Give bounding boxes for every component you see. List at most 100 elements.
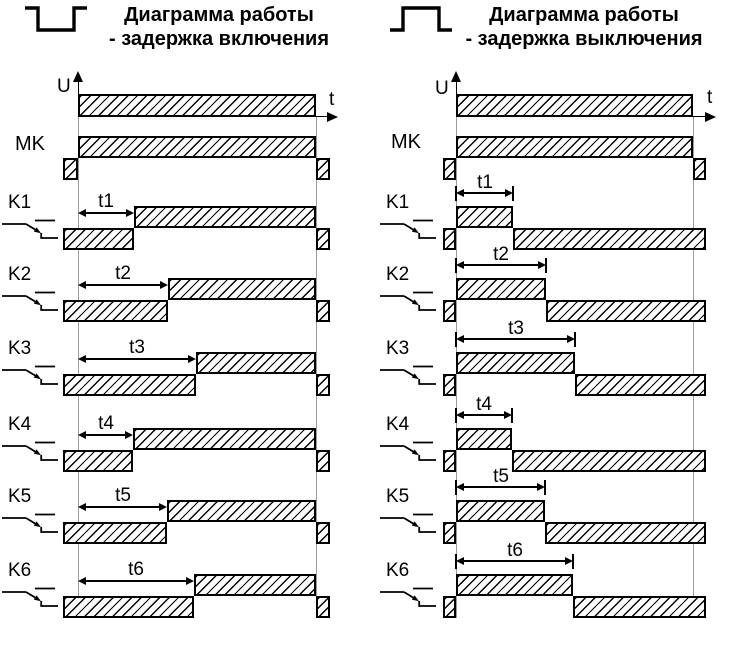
- arrowhead-left-icon: [78, 281, 86, 289]
- on-delay-k1-t-label: t1: [98, 191, 114, 212]
- arrowhead-left-icon: [456, 557, 464, 565]
- panel-subtitle-on-delay: - задержка включения: [108, 28, 329, 50]
- off-delay-k5-t-label: t5: [493, 466, 509, 487]
- on-delay-k2-low-tail-bar: [316, 300, 330, 322]
- pulse-up-icon: [390, 6, 452, 32]
- off-delay-k1-t-label: t1: [477, 172, 493, 193]
- arrowhead-right-icon: [504, 411, 512, 419]
- on-delay-k5-t-label: t5: [115, 485, 131, 506]
- off-delay-k1-relay-contact-icon: [380, 218, 436, 240]
- changeover-contact-icon: [380, 365, 436, 385]
- changeover-contact-icon: [380, 219, 436, 239]
- off-delay-k3-relay-contact-icon: [380, 364, 436, 386]
- changeover-contact-icon: [2, 219, 58, 239]
- off-delay-k1-low-lead-bar: [443, 228, 456, 250]
- changeover-contact-icon: [380, 441, 436, 461]
- on-delay-k3-delay-arrow: [78, 355, 196, 363]
- off-delay-mk-high-bar: [456, 136, 693, 158]
- on-delay-k4-high-bar: [133, 428, 316, 450]
- on-delay-k5-relay-contact-icon: [2, 512, 58, 534]
- off-delay-k2-delay-arrow: [455, 257, 547, 273]
- on-delay-k4-relay-contact-icon: [2, 440, 58, 462]
- off-delay-k1-delay-arrow: [455, 185, 514, 201]
- dimension-line: [85, 358, 189, 360]
- off-delay-k4-low-bar: [512, 450, 706, 472]
- off-delay-k4-low-lead-bar: [443, 450, 456, 472]
- arrowhead-left-icon: [456, 335, 464, 343]
- on-delay-k1-label: K1: [8, 192, 32, 213]
- notch-down-pulse-icon: [25, 6, 87, 32]
- arrowhead-right-icon: [188, 355, 196, 363]
- arrowhead-left-icon: [78, 209, 86, 217]
- off-delay-k2-t-label: t2: [493, 244, 509, 265]
- dimension-tick: [455, 257, 457, 273]
- off-delay-k5-relay-contact-icon: [380, 512, 436, 534]
- off-delay-x-axis-arrowhead-icon: [705, 111, 716, 122]
- on-delay-y-axis-arrowhead-icon: [73, 71, 83, 82]
- on-delay-k6-high-bar: [194, 574, 316, 596]
- on-delay-k5-label: K5: [8, 486, 32, 507]
- on-delay-k4-low-bar: [63, 450, 133, 472]
- on-delay-k3-label: K3: [8, 338, 32, 359]
- dimension-tick: [455, 407, 457, 423]
- arrowhead-right-icon: [126, 209, 134, 217]
- on-delay-u-supply-bar: [78, 94, 316, 117]
- off-delay-k4-label: K4: [386, 414, 410, 435]
- arrowhead-left-icon: [78, 503, 86, 511]
- dimension-tick: [455, 331, 457, 347]
- dimension-line: [85, 580, 187, 582]
- off-delay-k5-low-lead-bar: [443, 522, 456, 544]
- on-delay-k5-low-bar: [63, 522, 167, 544]
- arrowhead-left-icon: [78, 577, 86, 585]
- changeover-contact-icon: [380, 587, 436, 607]
- dimension-line: [463, 264, 539, 266]
- dimension-tick: [511, 407, 513, 423]
- arrowhead-left-icon: [78, 431, 86, 439]
- arrowhead-right-icon: [537, 483, 545, 491]
- dimension-tick: [545, 257, 547, 273]
- arrowhead-left-icon: [456, 261, 464, 269]
- off-delay-t-axis-label: t: [707, 87, 713, 108]
- off-delay-k6-t-label: t6: [507, 540, 523, 561]
- off-delay-k6-low-bar: [573, 596, 706, 618]
- on-delay-guide-start: [78, 117, 79, 618]
- on-delay-k6-relay-contact-icon: [2, 586, 58, 608]
- dimension-line: [463, 560, 566, 562]
- off-delay-k3-t-label: t3: [508, 318, 524, 339]
- off-delay-k3-high-bar: [456, 352, 575, 374]
- dimension-tick: [455, 185, 457, 201]
- arrowhead-left-icon: [456, 189, 464, 197]
- on-delay-k2-relay-contact-icon: [2, 290, 58, 312]
- changeover-contact-icon: [2, 441, 58, 461]
- panel-subtitle-off-delay: - задержка выключения: [465, 28, 703, 50]
- off-delay-k4-delay-arrow: [455, 407, 513, 423]
- dimension-line: [85, 434, 126, 436]
- on-delay-k2-high-bar: [168, 278, 316, 300]
- dimension-tick: [544, 479, 546, 495]
- on-delay-k1-relay-contact-icon: [2, 218, 58, 240]
- on-delay-k2-t-label: t2: [115, 263, 131, 284]
- off-delay-mk-low-right-bar: [693, 158, 706, 180]
- off-delay-k6-low-lead-bar: [443, 596, 456, 618]
- arrowhead-left-icon: [78, 355, 86, 363]
- dimension-tick: [455, 479, 457, 495]
- on-delay-k1-delay-arrow: [78, 209, 134, 217]
- on-delay-k2-label: K2: [8, 264, 32, 285]
- arrowhead-right-icon: [159, 503, 167, 511]
- dimension-line: [463, 486, 538, 488]
- off-delay-mk-low-left-bar: [443, 158, 456, 180]
- off-delay-y-axis-arrowhead-icon: [451, 71, 461, 82]
- changeover-contact-icon: [2, 587, 58, 607]
- off-delay-k4-t-label: t4: [476, 394, 492, 415]
- off-delay-k3-delay-arrow: [455, 331, 576, 347]
- on-delay-k6-low-tail-bar: [316, 596, 330, 618]
- off-delay-k5-delay-arrow: [455, 479, 546, 495]
- off-delay-k2-low-bar: [546, 300, 706, 322]
- on-delay-k3-low-tail-bar: [316, 374, 330, 396]
- dimension-line: [463, 192, 506, 194]
- off-delay-k6-relay-contact-icon: [380, 586, 436, 608]
- off-delay-k6-delay-arrow: [455, 553, 574, 569]
- off-delay-u-supply-bar: [456, 94, 693, 117]
- off-delay-guide-end: [693, 117, 694, 618]
